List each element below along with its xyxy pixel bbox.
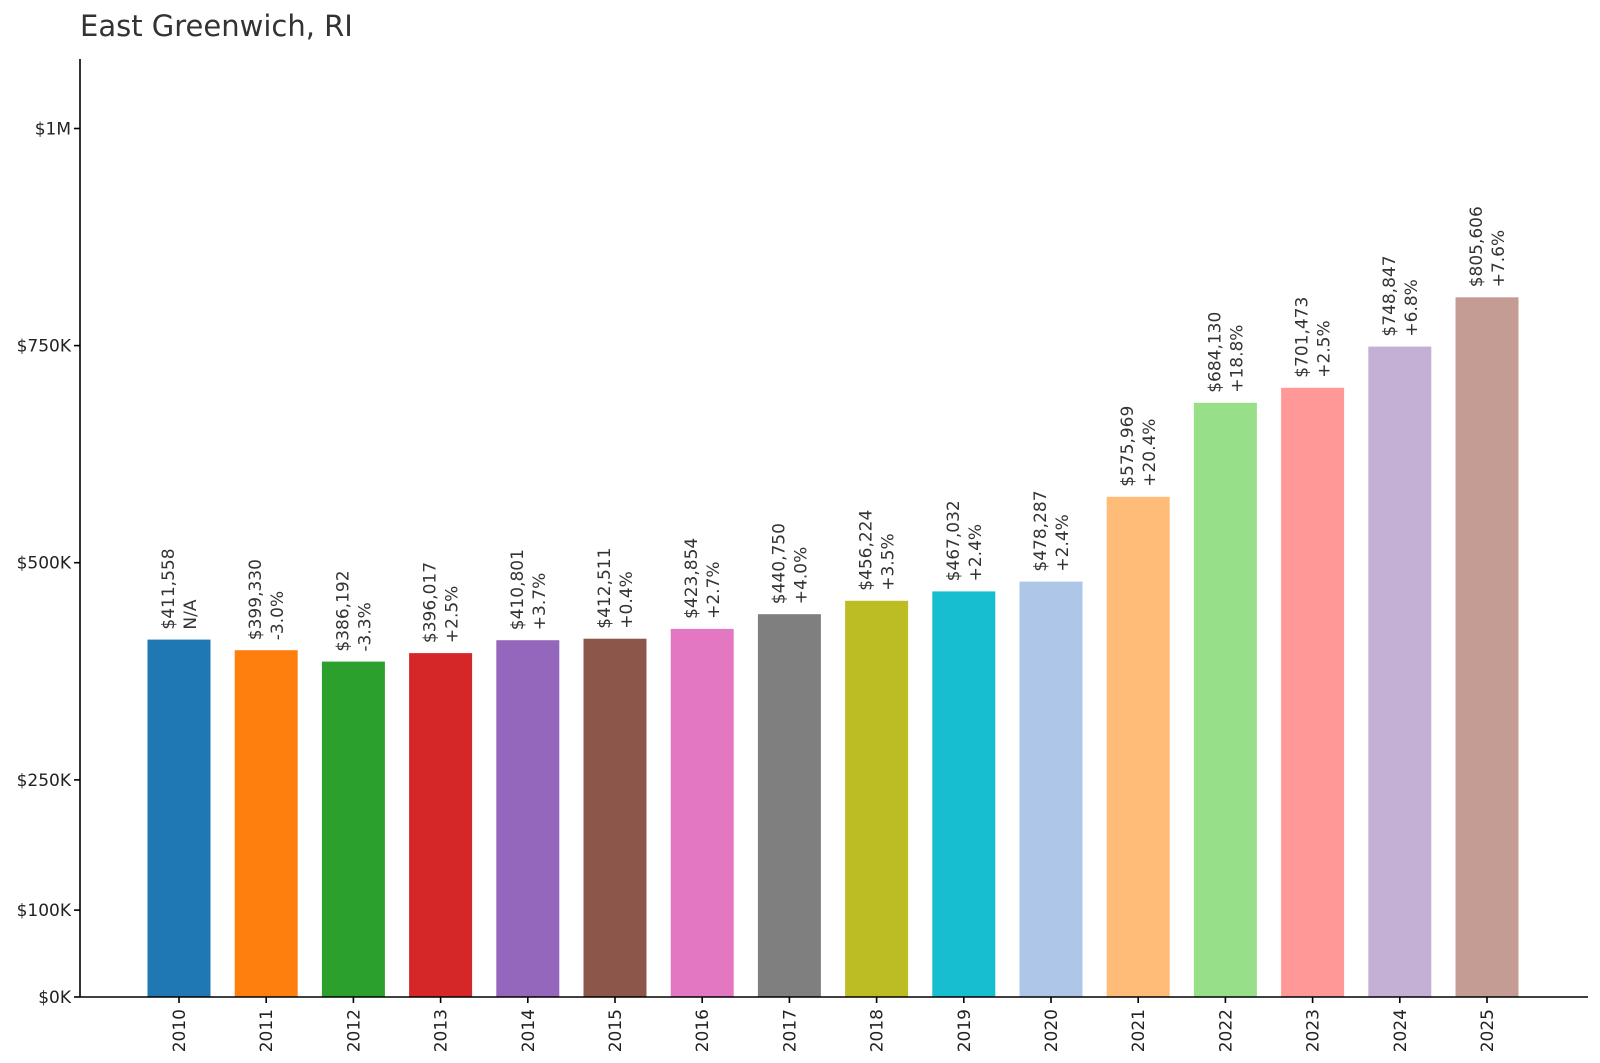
x-tick-label: 2012 (344, 1009, 364, 1052)
bar-change-label: +2.5% (1315, 320, 1335, 377)
plot-area: $411,558 N/A $399,330 -3.0% $386,192 -3.3% $39… (17, 59, 1588, 1052)
bar-2025 (1455, 297, 1519, 997)
bar-value-label: $456,224 (857, 510, 877, 591)
bar-value-label: $396,017 (421, 562, 441, 643)
bar-2023 (1281, 387, 1345, 997)
bars-group (147, 297, 1519, 998)
x-tick-label: 2018 (868, 1009, 888, 1052)
bar-change-label: +2.5% (443, 586, 463, 643)
bar-2013 (409, 653, 473, 997)
bar-value-label: $386,192 (333, 570, 353, 651)
bar-change-label: +6.8% (1402, 279, 1422, 336)
bar-value-label: $805,606 (1467, 206, 1487, 287)
bar-value-label: $399,330 (246, 559, 266, 640)
bar-change-label: +20.4% (1140, 419, 1160, 487)
bar-2016 (670, 628, 734, 997)
x-tick-label: 2010 (170, 1009, 190, 1052)
bar-change-label: -3.0% (268, 591, 288, 640)
bar-change-label: +2.4% (1053, 514, 1073, 571)
bar-value-label: $440,750 (769, 523, 789, 604)
bar-2015 (583, 638, 647, 997)
bar-2012 (321, 661, 385, 997)
x-tick-label: 2017 (780, 1009, 800, 1052)
bar-value-label: $423,854 (682, 538, 702, 619)
bar-2020 (1019, 581, 1083, 997)
bar-2022 (1193, 402, 1257, 997)
bar-value-label: $412,511 (595, 548, 615, 629)
x-tick-label: 2022 (1216, 1009, 1236, 1052)
bar-value-label: $575,969 (1118, 406, 1138, 487)
bar-2011 (234, 650, 298, 997)
x-tick-label: 2024 (1391, 1009, 1411, 1052)
bar-change-label: +2.4% (966, 524, 986, 581)
y-tick-label: $250K (17, 771, 72, 791)
bar-change-label: +4.0% (791, 547, 811, 604)
bar-2021 (1106, 496, 1170, 997)
y-tick-label: $100K (17, 901, 72, 921)
bar-change-label: +3.5% (879, 533, 899, 590)
bar-value-label: $748,847 (1380, 255, 1400, 336)
bar-change-label: +3.7% (530, 573, 550, 630)
bar-change-label: +7.6% (1489, 230, 1509, 287)
y-axis: $0K $100K $250K $500K $750K $1M (17, 59, 81, 1008)
bar-value-label: $684,130 (1205, 312, 1225, 393)
y-tick-label: $0K (38, 988, 72, 1008)
x-tick-label: 2021 (1129, 1009, 1149, 1052)
bar-change-label: +2.7% (704, 561, 724, 618)
bar-2018 (845, 600, 909, 997)
y-tick-label: $500K (17, 554, 72, 574)
bar-change-label: +0.4% (617, 571, 637, 628)
x-tick-label: 2016 (693, 1009, 713, 1052)
x-axis: 2010 2011 2012 2013 2014 2015 2016 2017 2018 2019… (80, 996, 1588, 1052)
x-tick-label: 2013 (432, 1009, 452, 1052)
bar-value-label: $478,287 (1031, 490, 1051, 571)
bar-value-label: $701,473 (1293, 297, 1313, 378)
bar-value-label: $411,558 (159, 548, 179, 629)
bar-2019 (932, 591, 996, 997)
bar-labels-group: $411,558 N/A $399,330 -3.0% $386,192 -3.3% $39… (159, 206, 1509, 651)
x-tick-label: 2014 (519, 1009, 539, 1052)
x-tick-label: 2019 (955, 1009, 975, 1052)
bar-2024 (1368, 346, 1432, 998)
bar-change-label: -3.3% (355, 602, 375, 651)
y-tick-label: $750K (17, 337, 72, 357)
bar-2014 (496, 640, 560, 997)
x-tick-label: 2025 (1478, 1009, 1498, 1052)
bar-2017 (757, 614, 821, 997)
bar-change-label: N/A (181, 599, 201, 629)
chart-title: East Greenwich, RI (80, 9, 353, 43)
x-tick-label: 2015 (606, 1009, 626, 1052)
x-tick-label: 2023 (1304, 1009, 1324, 1052)
x-tick-label: 2020 (1042, 1009, 1062, 1052)
x-tick-label: 2011 (257, 1009, 277, 1052)
bar-2010 (147, 639, 211, 997)
bar-value-label: $410,801 (508, 549, 528, 630)
bar-change-label: +18.8% (1227, 325, 1247, 393)
y-tick-label: $1M (35, 120, 71, 140)
bar-value-label: $467,032 (944, 500, 964, 581)
